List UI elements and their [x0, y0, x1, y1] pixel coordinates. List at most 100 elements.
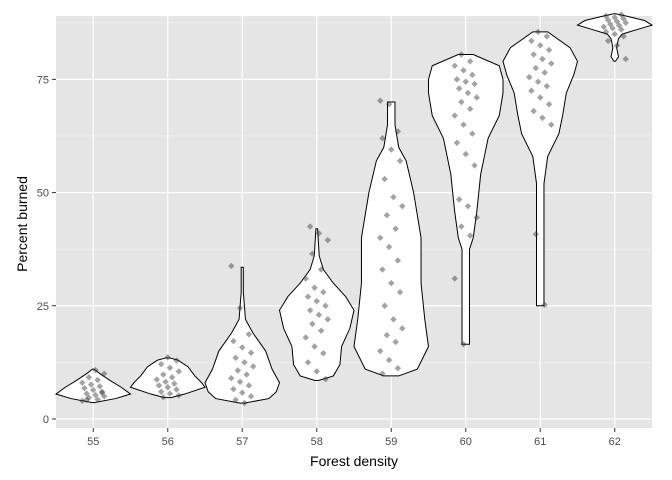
x-tick-label: 55 [87, 436, 99, 448]
data-point [241, 359, 248, 366]
data-point [383, 331, 391, 339]
data-point [171, 380, 178, 387]
data-point [90, 386, 97, 394]
data-point [236, 378, 244, 386]
data-point [622, 19, 629, 26]
data-point [322, 302, 329, 309]
data-point [543, 33, 551, 40]
data-point [394, 365, 402, 372]
data-point [166, 364, 174, 371]
data-point [620, 15, 627, 22]
data-point [101, 370, 108, 377]
data-point [394, 128, 402, 135]
data-point [250, 363, 257, 370]
data-point [602, 28, 610, 36]
data-point [324, 316, 331, 323]
x-tick-label: 60 [460, 436, 472, 448]
data-point [541, 69, 548, 76]
data-point [230, 385, 237, 393]
data-point [390, 316, 397, 323]
data-point [453, 76, 461, 83]
data-point [173, 386, 180, 393]
y-axis-title: Percent burned [14, 176, 30, 272]
data-point [239, 389, 246, 396]
violin-55 [54, 368, 132, 404]
data-point [537, 94, 544, 101]
data-point [81, 384, 88, 392]
data-point [247, 393, 255, 400]
data-point [228, 374, 235, 382]
data-point [534, 78, 542, 85]
violin-56 [129, 357, 206, 399]
data-point [396, 157, 404, 165]
data-point [611, 30, 618, 38]
data-point [458, 98, 465, 106]
data-point [392, 338, 399, 346]
data-point [324, 236, 331, 244]
data-point [315, 230, 323, 237]
data-point [96, 383, 104, 390]
violin-62 [576, 13, 654, 62]
data-point [175, 368, 182, 375]
data-point [239, 344, 246, 351]
data-point [317, 327, 325, 334]
data-point [396, 288, 404, 296]
data-point [379, 135, 386, 142]
data-point [526, 73, 533, 81]
data-point [532, 231, 540, 238]
data-point [94, 396, 101, 403]
data-point [453, 139, 461, 146]
data-point [306, 223, 314, 230]
data-point [247, 349, 255, 357]
data-point [85, 394, 93, 401]
y-tick-label: 25 [37, 301, 49, 313]
data-point [541, 301, 548, 309]
violin-61 [502, 31, 579, 307]
data-point [460, 121, 467, 128]
data-point [460, 67, 467, 74]
data-point [611, 14, 618, 21]
data-point [87, 381, 95, 388]
data-point [618, 26, 625, 33]
data-point [164, 354, 171, 361]
data-point [302, 334, 309, 341]
x-tick-label: 56 [162, 436, 174, 448]
data-point [245, 382, 253, 389]
data-point [471, 80, 478, 88]
data-point [162, 378, 169, 386]
data-point [615, 22, 623, 29]
data-point [537, 42, 544, 49]
data-point [458, 51, 465, 58]
data-point [609, 25, 616, 32]
data-point [236, 304, 244, 312]
data-point [155, 382, 163, 389]
data-point [101, 393, 108, 400]
data-point [530, 107, 537, 115]
data-points [79, 11, 629, 407]
data-point [157, 360, 165, 368]
data-point [528, 37, 535, 45]
data-point [473, 214, 480, 221]
data-point [153, 376, 160, 383]
data-point [230, 337, 237, 345]
data-point [469, 71, 476, 79]
data-point [462, 150, 469, 158]
data-point [168, 374, 176, 381]
data-point [528, 87, 535, 94]
data-point [379, 266, 386, 273]
data-point [399, 202, 406, 210]
x-axis-title: Forest density [310, 453, 398, 469]
axes: 0 25 50 75 55 56 57 58 59 60 61 62 [37, 74, 621, 448]
data-point [451, 112, 458, 119]
data-point [377, 347, 384, 355]
data-point [388, 279, 395, 287]
violin-57 [204, 266, 281, 404]
data-point [241, 399, 248, 407]
data-point [320, 288, 327, 296]
data-point [618, 11, 625, 18]
data-point [94, 376, 101, 384]
data-point [613, 42, 621, 49]
data-point [302, 275, 309, 282]
data-point [462, 78, 469, 85]
